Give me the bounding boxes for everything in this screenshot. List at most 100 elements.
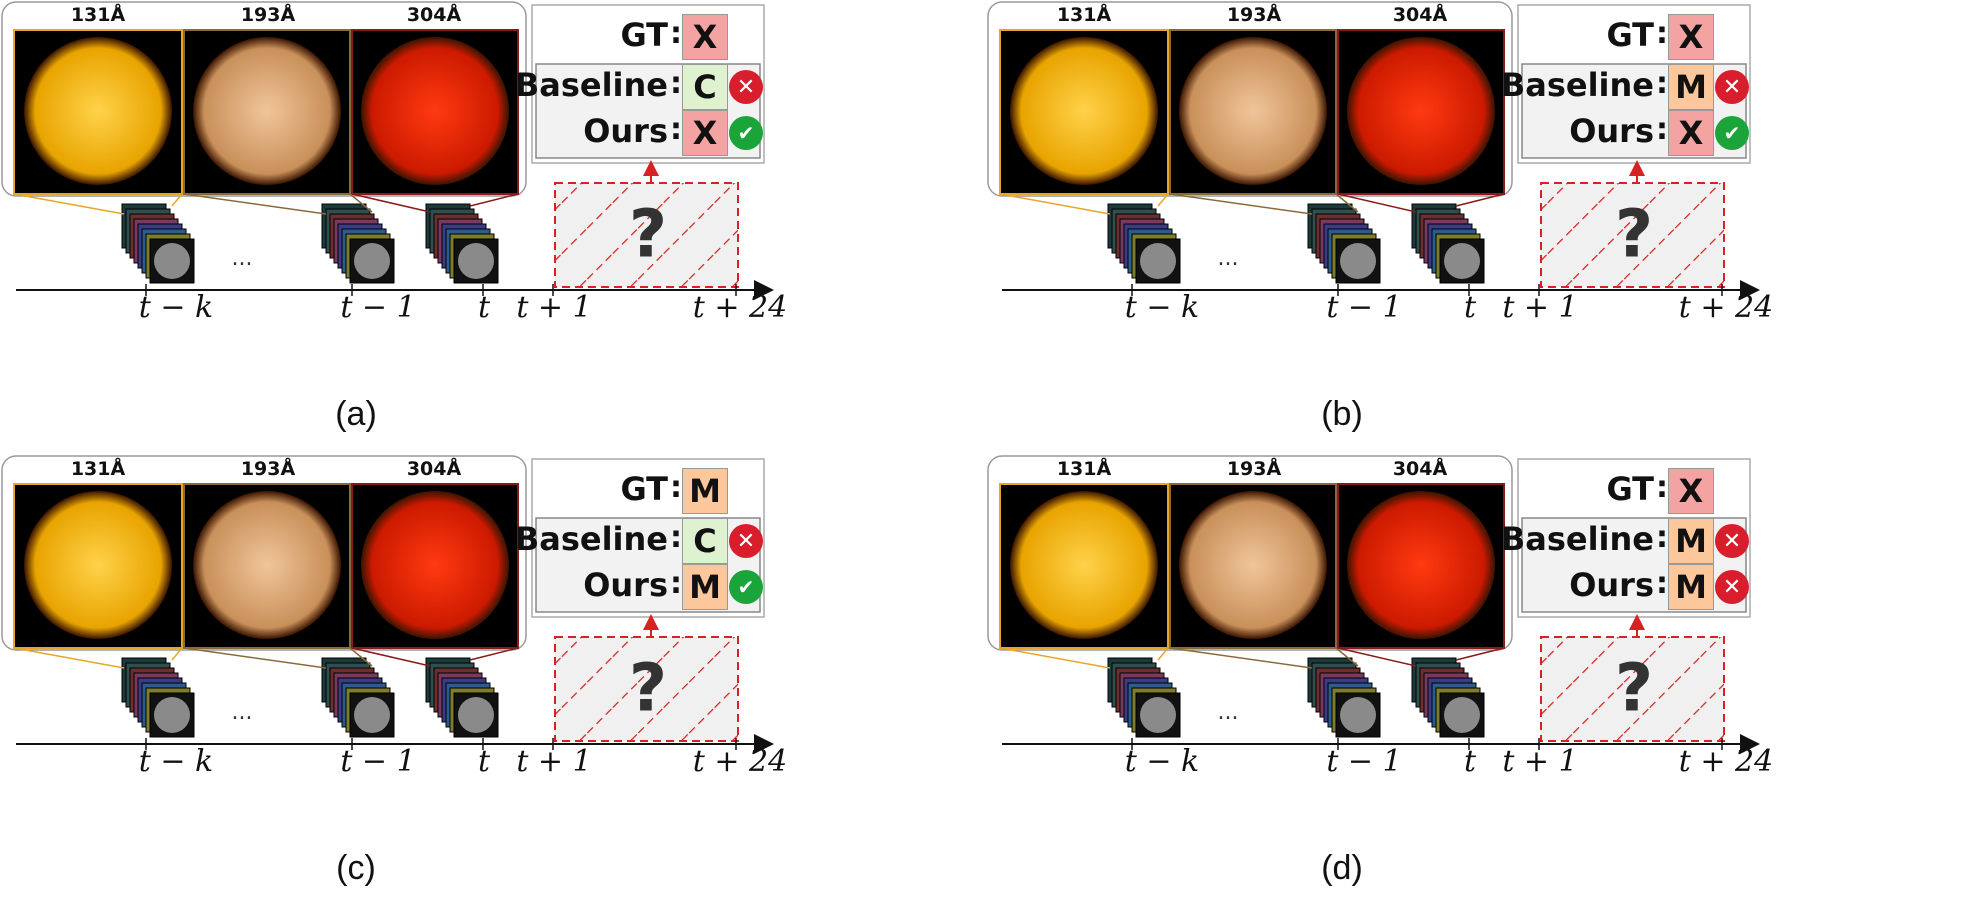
solar-disk bbox=[1347, 37, 1495, 185]
timeline-label: t + 1 bbox=[1502, 744, 1578, 779]
timeline-label: t − 1 bbox=[340, 290, 416, 325]
ellipsis: ... bbox=[231, 246, 253, 271]
wavelength-label: 304Å bbox=[406, 458, 462, 480]
zoom-connector bbox=[1157, 647, 1169, 661]
flare-class-badge: M bbox=[682, 564, 728, 610]
ellipsis: ... bbox=[1217, 246, 1239, 271]
colon: : bbox=[1656, 520, 1668, 555]
timeline-label: t + 24 bbox=[1678, 290, 1774, 325]
label-ours: Ours bbox=[1569, 112, 1654, 150]
flare-class-badge: M bbox=[1668, 564, 1714, 610]
zoom-connector bbox=[1455, 647, 1505, 661]
wavelength-label: 131Å bbox=[1056, 458, 1112, 480]
unknown-forecast-icon: ? bbox=[1614, 649, 1654, 727]
timeline-label: t − k bbox=[138, 744, 214, 779]
label-baseline: Baseline bbox=[1500, 66, 1654, 104]
zoom-connector bbox=[13, 193, 125, 215]
zoom-connector bbox=[1337, 647, 1417, 667]
wavelength-label: 131Å bbox=[1056, 4, 1112, 26]
timeline-label: t + 24 bbox=[692, 744, 788, 779]
magnetogram-disk bbox=[154, 243, 190, 279]
flare-class-badge: M bbox=[682, 468, 728, 514]
wavelength-label: 193Å bbox=[1226, 4, 1282, 26]
label-baseline: Baseline bbox=[514, 66, 668, 104]
solar-disk bbox=[1010, 37, 1158, 185]
timeline-label: t bbox=[1463, 744, 1477, 779]
label-gt: GT bbox=[620, 16, 668, 54]
timeline-label: t + 24 bbox=[1678, 744, 1774, 779]
panel-a: 131Å 193Å 304Å t − k t − 1 t t + 1 t + 24 (a)...… bbox=[0, 0, 986, 454]
label-gt: GT bbox=[620, 470, 668, 508]
unknown-forecast-icon: ? bbox=[628, 195, 668, 273]
unknown-forecast-icon: ? bbox=[628, 649, 668, 727]
solar-disk bbox=[193, 491, 341, 639]
wavelength-label: 193Å bbox=[1226, 458, 1282, 480]
magnetogram-disk bbox=[458, 697, 494, 733]
solar-disk bbox=[361, 491, 509, 639]
colon: : bbox=[670, 470, 682, 505]
timeline-label: t + 1 bbox=[1502, 290, 1578, 325]
zoom-connector bbox=[349, 647, 373, 667]
timeline-label: t + 1 bbox=[516, 744, 592, 779]
panel-labels: 131Å 193Å 304Å t − k t − 1 t t + 1 t + 24 (c)...… bbox=[0, 454, 986, 908]
zoom-connector bbox=[183, 193, 327, 215]
timeline-label: t − k bbox=[138, 290, 214, 325]
forecast-box bbox=[1540, 636, 1725, 742]
zoom-connector bbox=[469, 647, 519, 661]
panel-graphics bbox=[1, 1, 774, 300]
flare-class-badge: X bbox=[1668, 110, 1714, 156]
unknown-forecast-icon: ? bbox=[1614, 195, 1654, 273]
flare-class-badge: M bbox=[1668, 64, 1714, 110]
solar-disk bbox=[24, 491, 172, 639]
magnetogram-disk bbox=[1140, 243, 1176, 279]
colon: : bbox=[670, 16, 682, 51]
solar-disk bbox=[361, 37, 509, 185]
flare-class-badge: C bbox=[682, 64, 728, 110]
zoom-connector bbox=[469, 193, 519, 207]
label-ours: Ours bbox=[1569, 566, 1654, 604]
colon: : bbox=[670, 520, 682, 555]
timeline-label: t − k bbox=[1124, 290, 1200, 325]
zoom-connector bbox=[1169, 647, 1313, 669]
flare-class-badge: X bbox=[1668, 468, 1714, 514]
x-circle-icon: ✕ bbox=[1715, 570, 1749, 604]
label-ours: Ours bbox=[583, 112, 668, 150]
zoom-connector bbox=[171, 193, 183, 207]
zoom-connector bbox=[351, 193, 431, 213]
label-ours: Ours bbox=[583, 566, 668, 604]
flare-class-badge: M bbox=[1668, 518, 1714, 564]
label-baseline: Baseline bbox=[1500, 520, 1654, 558]
flare-class-badge: X bbox=[682, 14, 728, 60]
colon: : bbox=[670, 66, 682, 101]
panel-labels: 131Å 193Å 304Å t − k t − 1 t t + 1 t + 24 (b)...… bbox=[986, 0, 1972, 454]
zoom-connector bbox=[13, 647, 125, 669]
wavelength-label: 131Å bbox=[70, 4, 126, 26]
colon: : bbox=[1656, 566, 1668, 601]
magnetogram-disk bbox=[1444, 697, 1480, 733]
zoom-connector bbox=[1335, 647, 1359, 667]
panel-graphics bbox=[987, 1, 1760, 300]
check-circle-icon: ✔ bbox=[729, 116, 763, 150]
colon: : bbox=[670, 566, 682, 601]
solar-disk bbox=[24, 37, 172, 185]
wavelength-label: 131Å bbox=[70, 458, 126, 480]
wavelength-label: 304Å bbox=[1392, 4, 1448, 26]
panel-caption: (c) bbox=[336, 849, 376, 887]
zoom-connector bbox=[1337, 193, 1417, 213]
magnetogram-disk bbox=[458, 243, 494, 279]
timeline-label: t − 1 bbox=[340, 744, 416, 779]
check-circle-icon: ✔ bbox=[729, 570, 763, 604]
solar-disk bbox=[1179, 37, 1327, 185]
timeline-label: t bbox=[477, 744, 491, 779]
solar-disk bbox=[1347, 491, 1495, 639]
panel-caption: (b) bbox=[1321, 395, 1363, 433]
flare-class-badge: X bbox=[1668, 14, 1714, 60]
timeline-label: t − 1 bbox=[1326, 744, 1402, 779]
x-circle-icon: ✕ bbox=[729, 70, 763, 104]
check-circle-icon: ✔ bbox=[1715, 116, 1749, 150]
zoom-connector bbox=[999, 193, 1111, 215]
colon: : bbox=[1656, 66, 1668, 101]
colon: : bbox=[1656, 470, 1668, 505]
x-circle-icon: ✕ bbox=[1715, 524, 1749, 558]
zoom-connector bbox=[183, 647, 327, 669]
